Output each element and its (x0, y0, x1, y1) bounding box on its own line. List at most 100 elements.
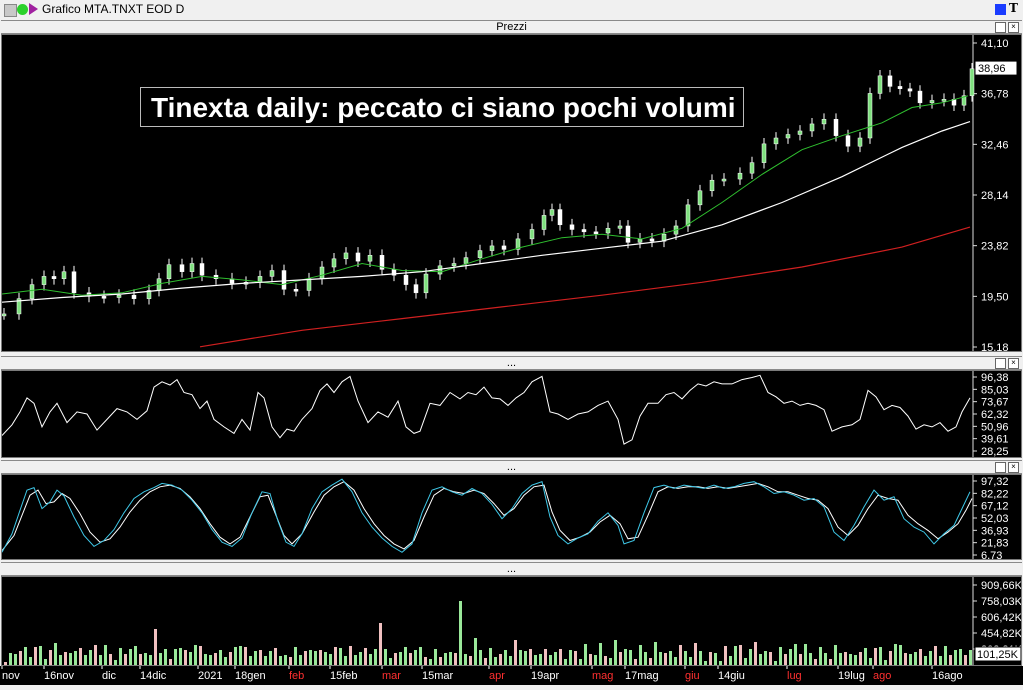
volume-bar (784, 654, 787, 665)
window-menu-icon[interactable] (4, 4, 17, 17)
chart-title: Tinexta daily: peccato ci siano pochi vo… (140, 87, 744, 127)
osc2-axis-tick-label: 97,32 (981, 476, 1009, 488)
osc1-axis-tick-label: 50,96 (981, 421, 1009, 433)
ma-fast-line (2, 95, 969, 296)
volume-bar (539, 654, 542, 665)
volume-bar (454, 653, 457, 665)
date-axis: nov 16nov dic 14dic 2021 18gen feb 15feb mar 15ma… (0, 666, 1023, 685)
panel-minimize-icon[interactable] (995, 22, 1006, 33)
price-axis-tick-label: 36,78 (981, 89, 1009, 101)
volume-bar (954, 650, 957, 665)
volume-bar (409, 653, 412, 665)
candle-body (451, 263, 457, 267)
osc2-axis-tick-label: 21,83 (981, 538, 1009, 550)
volume-bar (54, 643, 57, 665)
osc2-k-line (2, 478, 971, 553)
volume-bar (614, 640, 617, 665)
volume-bar (879, 647, 882, 665)
osc1-axis-tick-label: 39,61 (981, 434, 1009, 446)
candle-body (867, 93, 873, 139)
volume-bar (494, 657, 497, 665)
osc2-axis-tick-label: 36,93 (981, 525, 1009, 537)
price-axis-tick-label: 28,14 (981, 190, 1009, 202)
candle-body (845, 135, 851, 147)
volume-bar (854, 655, 857, 665)
volume-bar (234, 647, 237, 665)
candle-body (367, 255, 373, 262)
volume-bar (844, 652, 847, 665)
candle-body (605, 228, 611, 234)
osc2-close-icon[interactable]: × (1008, 462, 1019, 473)
window-title: Grafico MTA.TNXT EOD D (42, 2, 185, 16)
volume-bar (899, 645, 902, 665)
volume-bar (654, 642, 657, 665)
volume-bar (479, 650, 482, 665)
candle-body (489, 245, 495, 251)
osc1-line (2, 374, 971, 445)
volume-bar (489, 648, 492, 665)
osc1-axis-tick-label: 28,25 (981, 446, 1009, 457)
volume-bar (279, 656, 282, 665)
volume-bar (424, 657, 427, 665)
candle-body (101, 296, 107, 299)
volume-bar (459, 601, 462, 665)
play-icon[interactable] (29, 3, 38, 15)
volume-bar (79, 648, 82, 665)
date-axis-label: apr (489, 670, 505, 682)
candle-body (761, 143, 767, 163)
volume-bar (339, 648, 342, 665)
osc1-minimize-icon[interactable] (995, 358, 1006, 369)
volume-bar (839, 653, 842, 665)
volume-bar (229, 652, 232, 665)
volume-bar (64, 652, 67, 665)
volume-bar (94, 645, 97, 665)
candle-body (749, 162, 755, 174)
volume-bar (664, 653, 667, 665)
volume-panel-header: ... (1, 562, 1022, 576)
volume-bar (269, 651, 272, 665)
volume-bar (704, 661, 707, 665)
volume-bar (859, 652, 862, 665)
volume-bar (644, 652, 647, 665)
volume-bar (684, 651, 687, 665)
volume-bar (929, 651, 932, 665)
volume-bar (849, 654, 852, 665)
osc1-axis-tick-label: 73,67 (981, 397, 1009, 409)
osc2-panel-sep: ... (506, 461, 517, 473)
volume-bar (909, 654, 912, 665)
color-square-icon[interactable] (995, 4, 1006, 15)
volume-bar (924, 656, 927, 665)
price-axis-tick-label: 32,46 (981, 139, 1009, 151)
volume-bar (114, 660, 117, 665)
volume-bar (324, 652, 327, 665)
volume-bar (444, 653, 447, 665)
volume-bar (609, 658, 612, 665)
volume-bar (744, 658, 747, 665)
volume-bar (534, 655, 537, 665)
osc1-panel-sep: ... (506, 357, 517, 369)
volume-bar (14, 654, 17, 665)
volume-bar (44, 659, 47, 665)
volume-bar (764, 651, 767, 665)
candle-body (199, 263, 205, 276)
date-axis-label: 14dic (140, 670, 167, 682)
volume-bar (259, 650, 262, 665)
volume-bar (249, 656, 252, 665)
candle-body (61, 271, 67, 279)
date-axis-label: nov (2, 670, 20, 682)
volume-bar (464, 654, 467, 665)
text-tool-icon[interactable]: T (1009, 1, 1018, 15)
price-panel-title: Prezzi (496, 21, 527, 33)
candle-body (501, 245, 507, 250)
osc1-close-icon[interactable]: × (1008, 358, 1019, 369)
panel-close-icon[interactable]: × (1008, 22, 1019, 33)
volume-bar (224, 657, 227, 665)
volume-bar (274, 648, 277, 665)
candle-body (423, 273, 429, 294)
volume-bar (379, 623, 382, 665)
osc2-minimize-icon[interactable] (995, 462, 1006, 473)
volume-bar (599, 643, 602, 665)
candle-body (649, 238, 655, 242)
volume-bar (594, 655, 597, 665)
